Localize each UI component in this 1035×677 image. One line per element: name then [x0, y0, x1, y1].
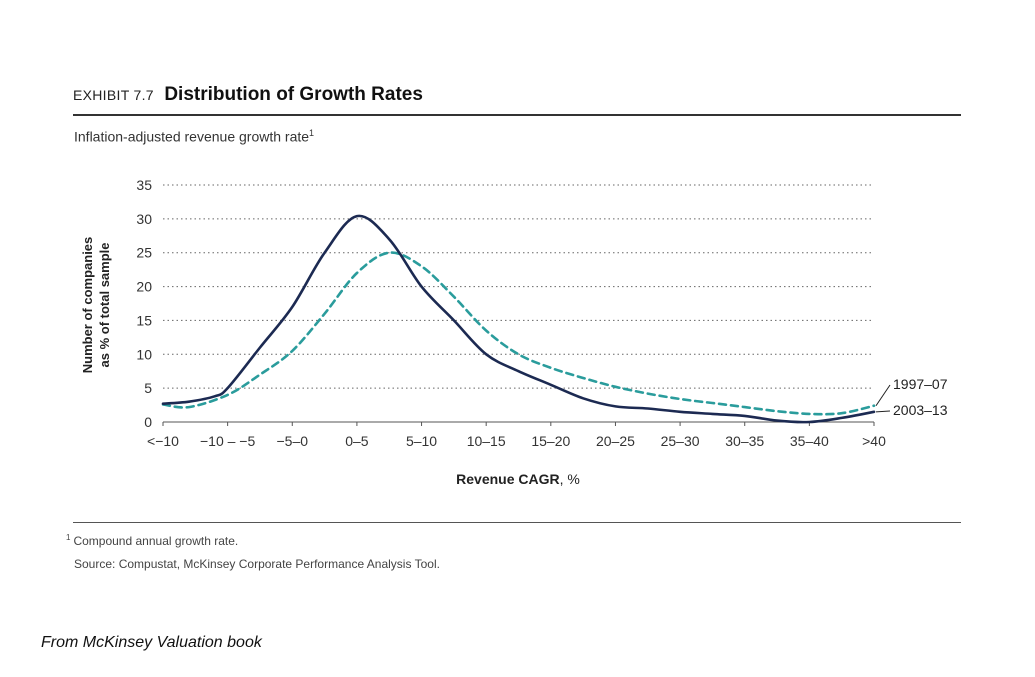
chart-subtitle-text: Inflation-adjusted revenue growth rate [74, 128, 310, 145]
series-line-1997–07 [161, 251, 876, 416]
y-axis-label-line2: as % of total sample [97, 243, 112, 368]
y-tick-label: 35 [136, 177, 152, 193]
source-note: Source: Compustat, McKinsey Corporate Pe… [74, 557, 440, 571]
series-leader-line [875, 384, 891, 407]
x-tick-label: −5–0 [276, 433, 308, 449]
y-tick-label: 30 [136, 211, 152, 227]
y-tick-label: 10 [136, 346, 152, 362]
y-tick-label: 5 [144, 380, 152, 396]
x-tick-label: 20–25 [596, 433, 635, 449]
series-line-2003–13 [161, 214, 876, 424]
y-tick-label: 25 [136, 245, 152, 261]
exhibit-number: EXHIBIT 7.7 [73, 87, 154, 103]
x-tick-label: 25–30 [661, 433, 700, 449]
footnote-text: Compound annual growth rate. [73, 534, 239, 548]
series-lines [161, 214, 876, 424]
series-labels: 1997–07 2003–13 [875, 376, 948, 418]
x-tick-label: 15–20 [531, 433, 570, 449]
x-tick-label: 35–40 [790, 433, 829, 449]
x-axis-label-bold: Revenue CAGR [456, 471, 559, 487]
y-tick-label: 20 [136, 279, 152, 295]
subtitle-footnote-marker: 1 [309, 128, 315, 138]
y-tick-label: 0 [144, 414, 152, 430]
x-tick-label: 0–5 [345, 433, 369, 449]
series-label: 2003–13 [893, 402, 948, 418]
image-caption: From McKinsey Valuation book [41, 634, 262, 651]
x-axis-label-unit: , % [560, 471, 580, 487]
exhibit-title: Distribution of Growth Rates [164, 84, 423, 105]
series-label: 1997–07 [893, 376, 948, 392]
footnote: 1 Compound annual growth rate. [66, 533, 238, 548]
x-tick-label: 5–10 [406, 433, 437, 449]
y-tick-label: 15 [136, 312, 152, 328]
exhibit-header: EXHIBIT 7.7 Distribution of Growth Rates [73, 84, 961, 106]
x-tick-label: 10–15 [467, 433, 506, 449]
grid-lines [162, 184, 875, 426]
x-tick-label: 30–35 [725, 433, 764, 449]
x-tick-label: −10 – −5 [200, 433, 255, 449]
chart-subtitle: Inflation-adjusted revenue growth rate1 [74, 128, 314, 145]
header-rule [73, 114, 961, 116]
y-axis-label-line1: Number of companies [80, 237, 95, 374]
x-tick-labels: <−10 −10 – −5 −5–0 0–5 5–10 10–15 15–20 20–25 25… [147, 433, 886, 449]
series-leader-line [875, 410, 891, 413]
x-axis-label: Revenue CAGR, % [456, 471, 580, 487]
x-tick-label: <−10 [147, 433, 179, 449]
footnote-marker: 1 [66, 533, 71, 542]
y-tick-labels: 0 5 10 15 20 25 30 35 [136, 177, 152, 430]
x-tick-label: >40 [862, 433, 886, 449]
footer-rule [73, 522, 961, 523]
